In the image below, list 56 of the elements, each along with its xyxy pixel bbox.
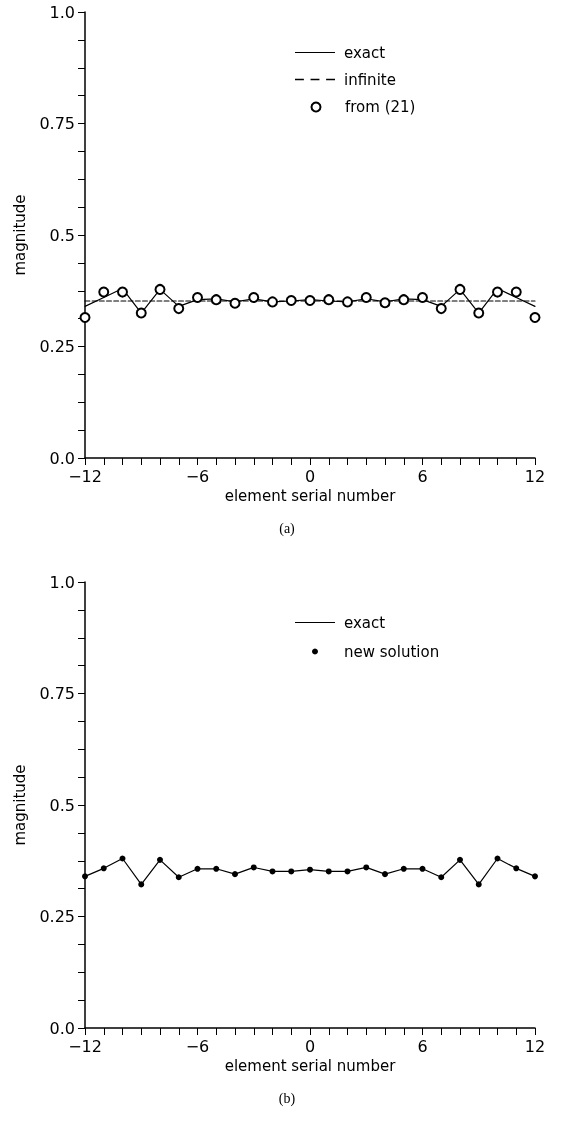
- point: [288, 868, 295, 875]
- point: [194, 865, 201, 872]
- x-axis-title: element serial number: [224, 1057, 397, 1076]
- point: [400, 865, 407, 872]
- x-tick-label: −6: [185, 1036, 210, 1056]
- x-axis-title: element serial number: [224, 487, 397, 506]
- point: [419, 865, 426, 872]
- point: [82, 873, 88, 880]
- point: [382, 871, 388, 878]
- y-axis-title: magnitude: [10, 194, 29, 276]
- point: [513, 865, 520, 872]
- point: [157, 856, 163, 863]
- point: [307, 866, 313, 873]
- y-tick-label: 0.0: [49, 1018, 75, 1038]
- legend-label: infinite: [344, 70, 396, 89]
- point: [363, 864, 370, 871]
- y-axis-title: magnitude: [10, 764, 29, 846]
- point: [250, 864, 257, 871]
- x-tick-label: 0: [304, 1036, 316, 1056]
- y-tick-label: 1.0: [49, 572, 75, 592]
- x-tick-label: −12: [68, 1036, 102, 1056]
- point: [119, 855, 126, 862]
- y-tick-label: 0.25: [39, 337, 75, 356]
- point: [213, 865, 220, 872]
- point: [232, 871, 238, 878]
- y-tick-label: 1.0: [49, 2, 75, 22]
- legend-label: exact: [344, 43, 386, 62]
- text: (b): [278, 1090, 296, 1107]
- y-tick-label: 0.75: [39, 684, 75, 703]
- point: [475, 881, 482, 888]
- y-tick-label: 0.0: [49, 448, 75, 468]
- legend-label: new solution: [344, 642, 440, 661]
- point: [532, 873, 538, 880]
- x-tick-label: 0: [304, 466, 316, 486]
- legend-label: from (21): [345, 98, 416, 116]
- point: [344, 868, 351, 875]
- point: [494, 855, 501, 862]
- y-tick-label: 0.5: [49, 795, 75, 815]
- x-tick-label: −12: [68, 466, 102, 486]
- x-tick-label: 6: [417, 1036, 428, 1056]
- point: [175, 874, 182, 881]
- point: [138, 881, 145, 888]
- point: [100, 865, 107, 872]
- point: [269, 868, 276, 875]
- y-tick-label: 0.75: [39, 114, 75, 133]
- y-tick-label: 0.5: [49, 225, 75, 245]
- x-tick-label: 12: [524, 1036, 546, 1056]
- point: [325, 868, 332, 875]
- x-tick-label: 6: [417, 466, 428, 486]
- x-tick-label: −6: [185, 466, 210, 486]
- text: (a): [279, 520, 296, 537]
- legend-label: exact: [344, 613, 386, 632]
- y-tick-label: 0.25: [39, 907, 75, 926]
- x-tick-label: 12: [524, 466, 546, 486]
- point: [438, 874, 445, 881]
- point: [457, 856, 463, 863]
